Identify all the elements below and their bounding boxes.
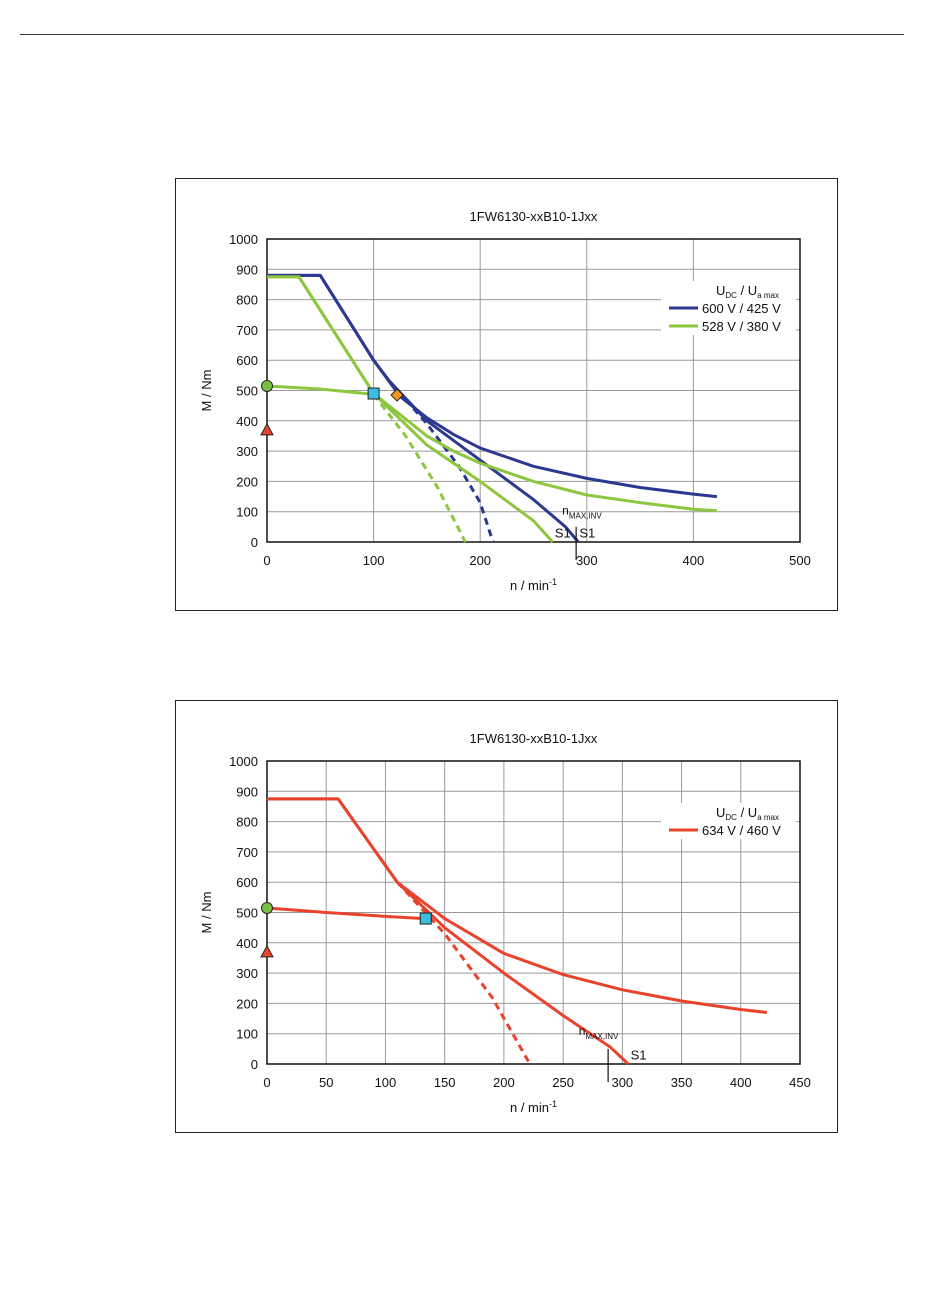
- y-axis-label: M / Nm: [199, 892, 214, 934]
- x-tick-label: 350: [671, 1075, 693, 1090]
- y-tick-label: 600: [236, 875, 258, 890]
- legend-header-a: U: [716, 805, 725, 820]
- marker-triangle: [260, 422, 274, 436]
- nmax-annotation: nMAX,INV: [579, 1024, 619, 1041]
- legend-entry-0: 634 V / 460 V: [702, 823, 781, 838]
- y-tick-label: 1000: [229, 754, 258, 769]
- x-tick-label: 50: [319, 1075, 333, 1090]
- nmax-sub: MAX,INV: [585, 1032, 619, 1041]
- legend-header-b: U: [748, 805, 757, 820]
- legend-header: UDC / Ua max: [716, 805, 779, 822]
- legend-header-sep: /: [737, 805, 748, 820]
- y-tick-label: 800: [236, 293, 258, 308]
- series-line-0-1: [267, 273, 580, 543]
- y-tick-label: 400: [236, 936, 258, 951]
- series-line-1-3: [372, 393, 467, 543]
- x-axis-label-base: n / min: [510, 578, 549, 593]
- nmax-base: n: [579, 1024, 586, 1038]
- series-line-0-3: [396, 881, 532, 1065]
- x-tick-label: 100: [363, 553, 385, 568]
- legend-header-b-sub: a max: [757, 813, 779, 822]
- y-tick-label: 200: [236, 996, 258, 1011]
- x-axis-label: n / min-1: [510, 1099, 557, 1115]
- y-tick-label: 300: [236, 966, 258, 981]
- x-tick-label: 150: [434, 1075, 456, 1090]
- legend-header-b-sub: a max: [757, 291, 779, 300]
- x-tick-label: 300: [611, 1075, 633, 1090]
- marker-circle: [261, 379, 273, 392]
- x-tick-label: 100: [375, 1075, 397, 1090]
- marker-square: [367, 387, 380, 400]
- y-tick-label: 300: [236, 444, 258, 459]
- y-tick-label: 0: [251, 1057, 258, 1072]
- legend-header-a: U: [716, 283, 725, 298]
- legend-header-a-sub: DC: [725, 291, 737, 300]
- torque-speed-chart-1: 1FW6130-xxB10-1Jxx 0 100 200 300 400 500 0 100 20…: [199, 209, 811, 593]
- y-tick-label: 800: [236, 815, 258, 830]
- nmax-sub: MAX,INV: [569, 512, 603, 521]
- x-axis-label: n / min-1: [510, 577, 557, 593]
- x-tick-label: 200: [469, 553, 491, 568]
- x-axis-label-base: n / min: [510, 1100, 549, 1115]
- y-tick-label: 400: [236, 414, 258, 429]
- y-tick-label: 100: [236, 505, 258, 520]
- torque-speed-chart-2: 1FW6130-xxB10-1Jxx 0 50 100 150 200 250 300 350 4…: [199, 731, 811, 1115]
- y-tick-label: 700: [236, 323, 258, 338]
- s1-annotation: S1: [579, 525, 595, 540]
- x-tick-label: 400: [683, 553, 705, 568]
- s1-annotation: S1: [631, 1047, 647, 1062]
- series-line-1-0: [267, 275, 717, 513]
- y-tick-label: 900: [236, 784, 258, 799]
- y-tick-label: 500: [236, 384, 258, 399]
- legend-entry-1: 528 V / 380 V: [702, 319, 781, 334]
- chart-frame-2: 1FW6130-xxB10-1Jxx 0 50 100 150 200 250 300 350 4…: [175, 700, 838, 1133]
- y-tick-label: 1000: [229, 232, 258, 247]
- chart-title: 1FW6130-xxB10-1Jxx: [470, 731, 598, 746]
- nmax-base: n: [562, 504, 569, 518]
- y-tick-label: 100: [236, 1027, 258, 1042]
- x-tick-label: 200: [493, 1075, 515, 1090]
- x-tick-label: 0: [263, 553, 270, 568]
- legend-header-sep: /: [737, 283, 748, 298]
- series-line-0-1: [267, 797, 630, 1066]
- y-tick-label: 900: [236, 262, 258, 277]
- legend-header: UDC / Ua max: [716, 283, 779, 300]
- series-line-1-1: [267, 275, 554, 544]
- y-tick-label: 600: [236, 353, 258, 368]
- chart-title: 1FW6130-xxB10-1Jxx: [470, 209, 598, 224]
- top-rule: [20, 34, 904, 35]
- legend-entry-0: 600 V / 425 V: [702, 301, 781, 316]
- x-tick-label: 0: [263, 1075, 270, 1090]
- marker-circle: [261, 901, 273, 914]
- x-tick-label: 250: [552, 1075, 574, 1090]
- series-line-0-0: [267, 273, 718, 499]
- x-axis-label-exp: -1: [549, 1099, 557, 1109]
- series-line-1-2: [266, 384, 374, 396]
- y-tick-label: 0: [251, 535, 258, 550]
- nmax-annotation: nMAX,INV: [562, 504, 602, 521]
- legend-background: [661, 803, 796, 839]
- marker-square: [419, 912, 432, 925]
- y-axis-label: M / Nm: [199, 370, 214, 412]
- y-tick-label: 500: [236, 906, 258, 921]
- chart-frame-1: 1FW6130-xxB10-1Jxx 0 100 200 300 400 500 0 100 20…: [175, 178, 838, 611]
- y-tick-label: 200: [236, 474, 258, 489]
- x-tick-label: 300: [576, 553, 598, 568]
- series-line-0-2: [266, 906, 425, 921]
- marker-diamond: [390, 388, 404, 402]
- x-tick-label: 450: [789, 1075, 811, 1090]
- legend-header-a-sub: DC: [725, 813, 737, 822]
- legend-header-b: U: [748, 283, 757, 298]
- x-tick-label: 500: [789, 553, 811, 568]
- marker-triangle: [260, 944, 274, 958]
- x-axis-label-exp: -1: [549, 577, 557, 587]
- x-tick-label: 400: [730, 1075, 752, 1090]
- s1-annotation: S1: [555, 525, 571, 540]
- y-tick-label: 700: [236, 845, 258, 860]
